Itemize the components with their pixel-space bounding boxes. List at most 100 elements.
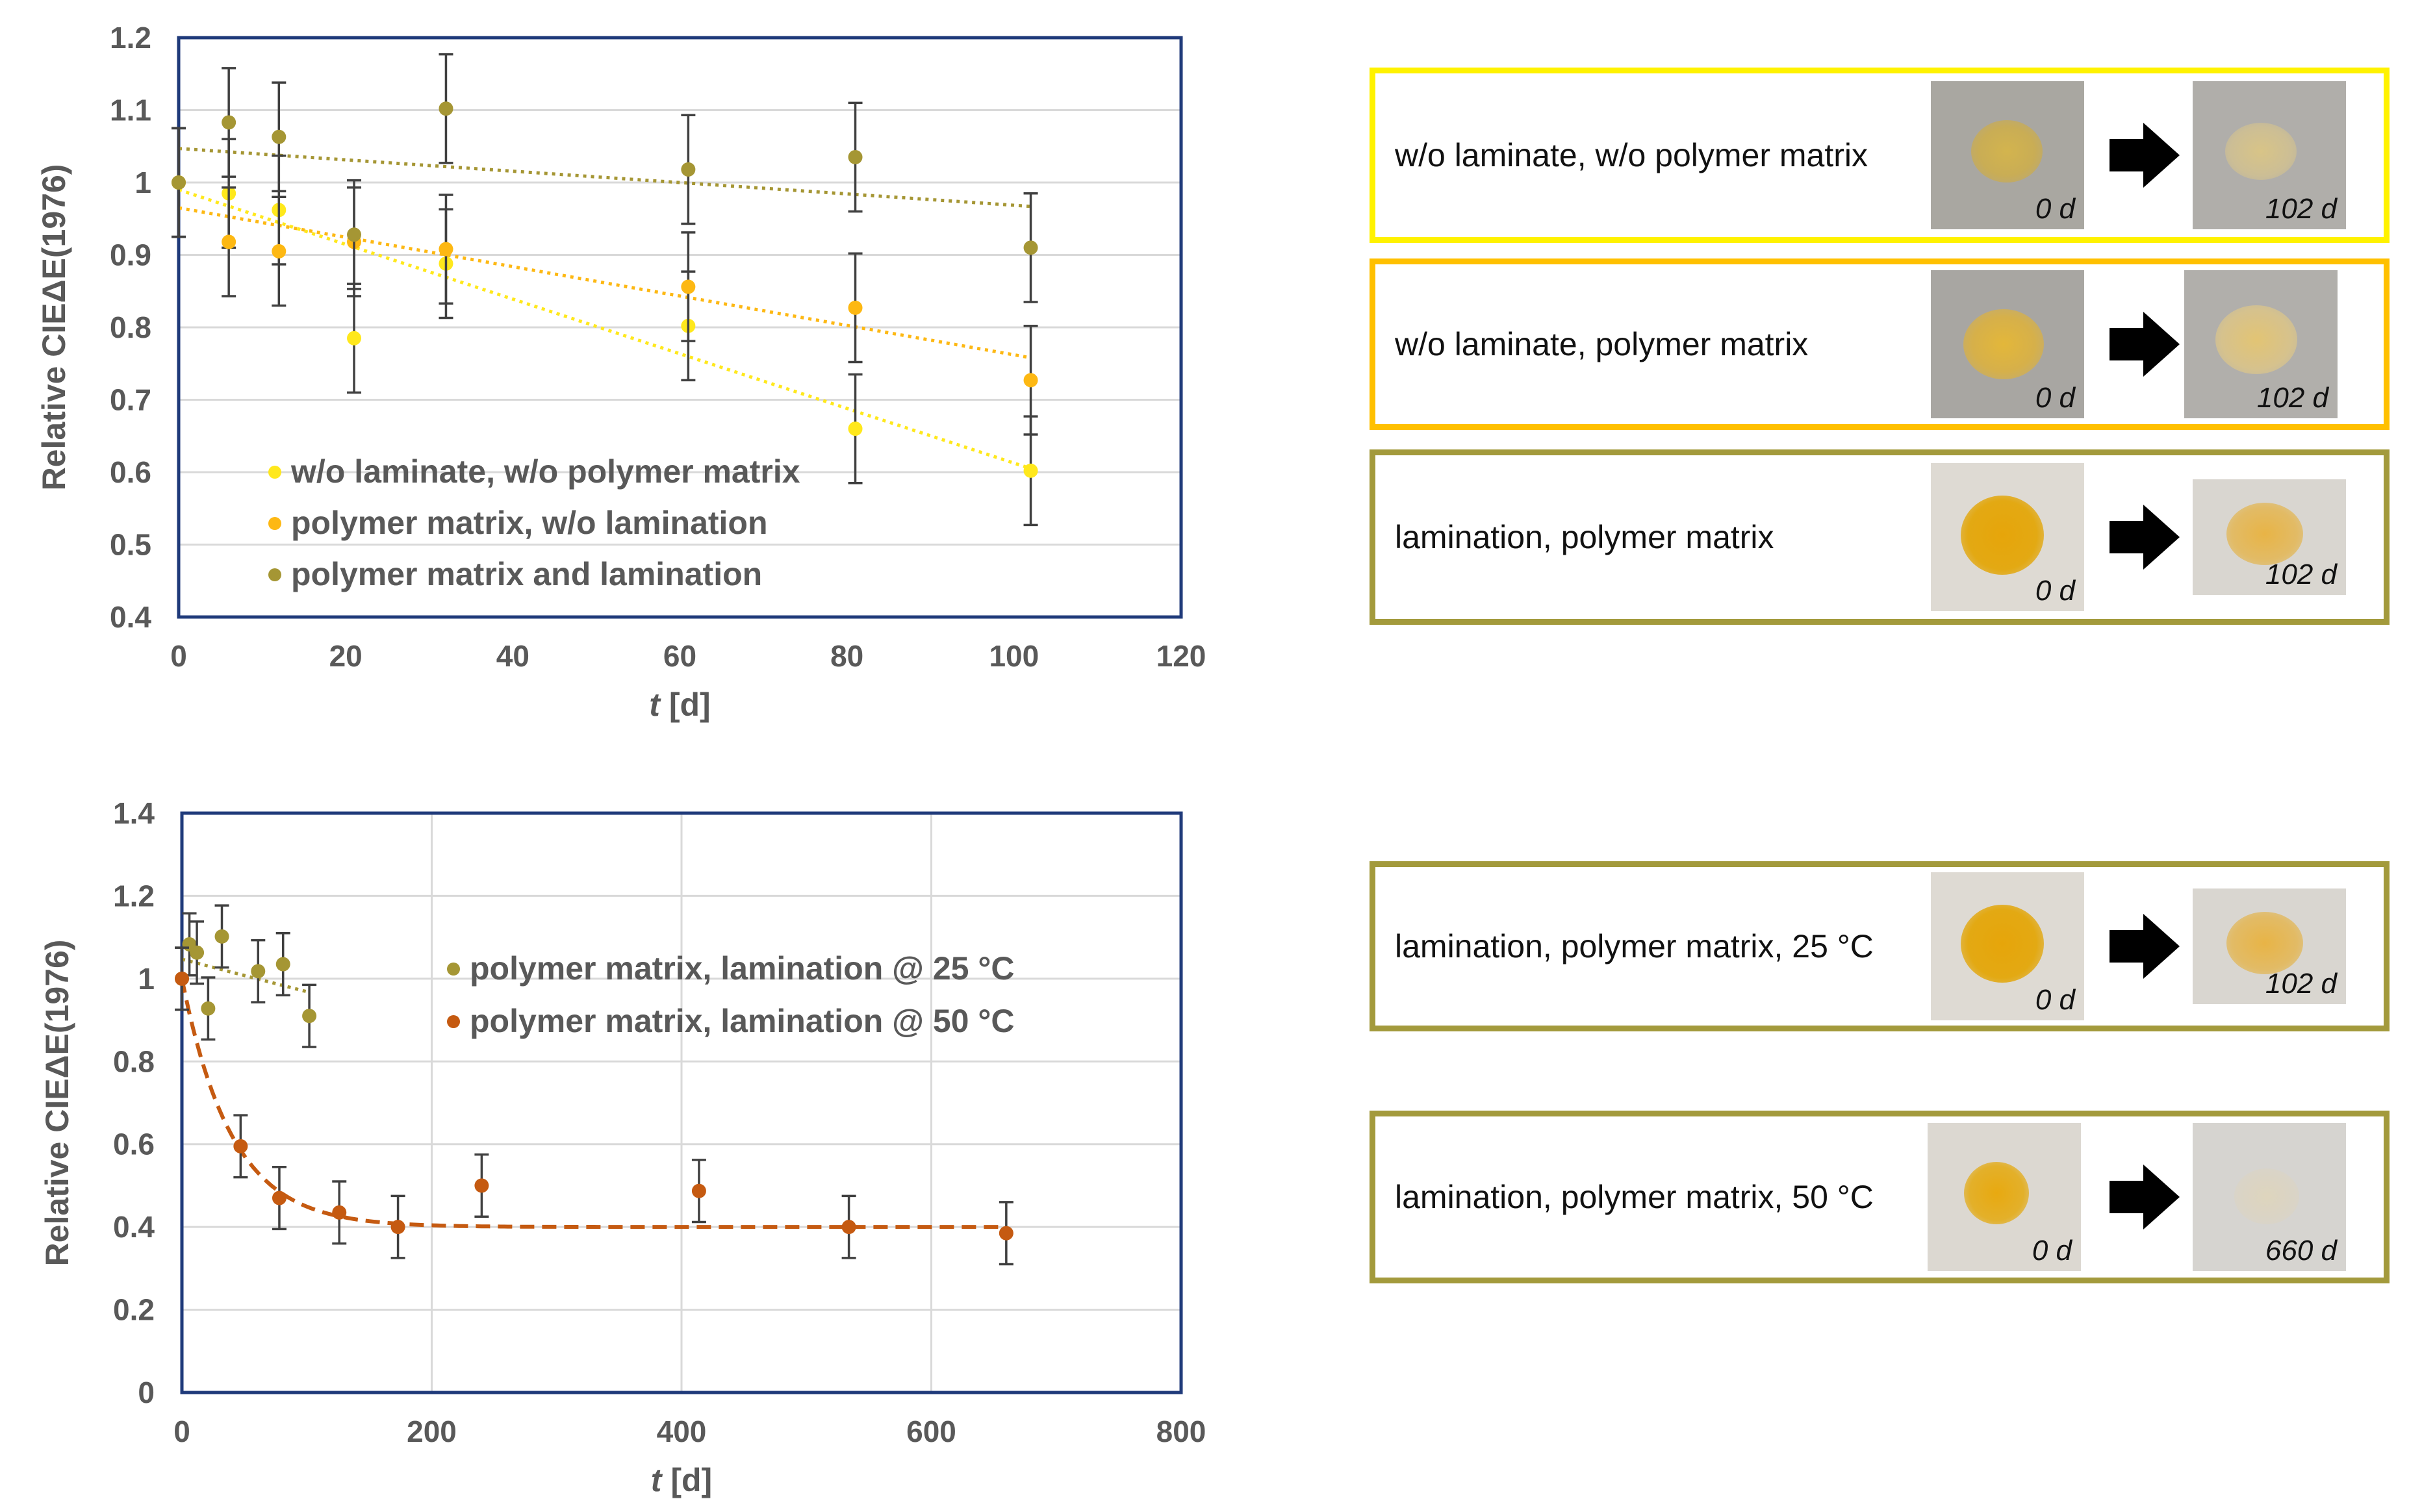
day-label: 102 d [2265,968,2337,1000]
panel-label: lamination, polymer matrix, 25 °C [1395,928,1874,964]
day-label: 0 d [2035,984,2075,1016]
data-point [474,1178,489,1193]
x-tick-label: 800 [1156,1415,1206,1448]
plot-frame [180,811,1183,1394]
sample-spot [2225,123,2297,180]
panel-label: w/o laminate, polymer matrix [1395,326,1809,362]
data-point [201,1001,216,1016]
data-point [999,1226,1013,1241]
legend-marker [268,568,281,581]
legend-label: polymer matrix, lamination @ 50 °C [470,1003,1014,1039]
legend-marker [268,517,281,530]
y-tick-label: 1 [138,962,155,996]
y-tick-label: 0 [138,1376,155,1409]
arrow-right-icon [2109,914,2180,979]
photo-start: 0 d [1931,270,2084,418]
legend-label: w/o laminate, w/o polymer matrix [290,453,800,490]
legend-label: polymer matrix, w/o lamination [291,505,768,541]
sample-spot [1964,1162,2029,1224]
arrow-right-icon [2109,312,2180,377]
y-axis-label: Relative CIEΔE(1976) [36,164,72,491]
data-point [848,300,863,315]
y-tick-label: 0.4 [110,600,151,634]
panel-label: w/o laminate, w/o polymer matrix [1395,137,1868,173]
y-tick-label: 0.7 [110,383,151,417]
data-point [190,945,205,960]
sample-spot [1971,120,2043,183]
photo-end: 660 d [2193,1123,2346,1271]
x-tick-label: 0 [170,639,187,673]
day-label: 0 d [2035,193,2075,225]
legend-marker [447,963,460,976]
y-tick-label: 1.4 [113,796,155,830]
sample-spot [2215,305,2297,374]
photo-end: 102 d [2193,479,2346,595]
legend-label: polymer matrix, lamination @ 25 °C [470,950,1014,987]
legend-label: polymer matrix and lamination [291,556,762,592]
chart-bottom: 0 0.2 0.4 0.6 0.8 1 1.2 1.4 0 200 400 600 800 Relativ… [39,796,1206,1498]
day-label: 0 d [2035,382,2075,414]
sample-spot [1963,309,2044,379]
y-tick-label: 0.6 [113,1128,155,1161]
panel-lamination-matrix-25c: lamination, polymer matrix, 25 °C 0 d 10… [1370,861,2390,1031]
data-point [233,1139,248,1153]
data-point [841,1220,856,1235]
data-point [302,1009,317,1024]
x-axis-label: t [d] [649,687,710,723]
data-point [214,929,229,944]
data-point [272,244,287,258]
y-tick-label: 0.6 [110,455,151,489]
trendline [178,147,1031,208]
data-point [848,422,863,436]
trendline [181,957,310,994]
photo-start: 0 d [1928,1123,2081,1271]
trendline [178,206,1031,360]
arrow-right-icon [2109,1165,2180,1229]
x-tick-label: 80 [830,639,863,673]
data-point [1023,373,1038,388]
data-point [332,1205,347,1220]
photo-start: 0 d [1931,872,2084,1020]
arrow-right-icon [2109,123,2180,188]
data-point [848,149,863,164]
y-tick-label: 0.8 [113,1044,155,1078]
day-label: 102 d [2256,382,2328,414]
y-tick-label: 0.8 [110,310,151,344]
x-tick-label: 400 [657,1415,707,1448]
x-axis-label: t [d] [651,1462,712,1498]
arrow-right-icon [2109,505,2180,570]
day-label: 102 d [2265,193,2337,225]
data-point [691,1183,706,1198]
panel-label: lamination, polymer matrix, 50 °C [1395,1179,1874,1215]
data-point [1023,240,1038,255]
panel-lamination-matrix: lamination, polymer matrix 0 d 102 d [1370,449,2390,625]
plot-frame [177,36,1183,619]
y-tick-label: 1.2 [113,879,155,913]
data-point [275,957,290,972]
photo-start: 0 d [1931,463,2084,611]
data-point [390,1220,405,1235]
data-point [175,971,189,986]
sample-spot [1961,496,2044,575]
photo-end: 102 d [2193,888,2346,1004]
y-tick-label: 1.2 [110,21,151,55]
legend-marker [268,466,281,479]
x-tick-label: 20 [329,639,363,673]
y-tick-label: 1 [134,166,151,199]
x-tick-label: 200 [407,1415,457,1448]
panel-no-laminate-no-matrix: w/o laminate, w/o polymer matrix 0 d 102… [1370,68,2390,243]
x-tick-label: 120 [1156,639,1206,673]
y-axis-label: Relative CIEΔE(1976) [39,940,75,1266]
y-tick-label: 0.2 [113,1293,155,1327]
data-point [439,101,453,116]
panel-no-laminate-matrix: w/o laminate, polymer matrix 0 d 102 d [1370,258,2390,430]
data-point [347,227,362,242]
panel-lamination-matrix-50c: lamination, polymer matrix, 50 °C 0 d 66… [1370,1111,2390,1283]
data-point [439,242,453,257]
y-tick-label: 0.9 [110,238,151,272]
sample-spot [2226,503,2303,565]
sample-spot [2226,912,2303,974]
day-label: 0 d [2032,1235,2072,1266]
data-point [272,129,287,144]
photo-end: 102 d [2184,270,2338,418]
